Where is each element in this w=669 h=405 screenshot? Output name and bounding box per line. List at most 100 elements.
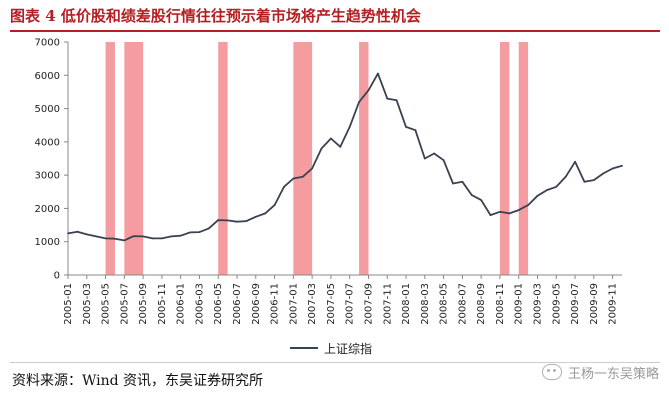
data-point-0-38 — [423, 157, 426, 160]
data-point-0-42 — [461, 180, 464, 183]
x-tick-label-18: 2008-01 — [401, 283, 412, 325]
data-point-0-29 — [339, 145, 342, 148]
data-point-0-35 — [395, 99, 398, 102]
x-tick-label-10: 2006-09 — [251, 283, 262, 325]
chart-canvas: 0 1000 2000 3000 4000 5000 6000 7000 2005-01 2005… — [35, 38, 623, 325]
data-point-0-36 — [405, 125, 407, 128]
y-tick-label-4: 4000 — [35, 137, 60, 148]
x-tick-label-22: 2008-09 — [476, 283, 487, 325]
data-point-0-1 — [76, 230, 79, 233]
source-note: 资料来源：Wind 资讯，东吴证券研究所 — [12, 373, 264, 389]
data-point-0-53 — [564, 175, 567, 178]
highlight-band-4 — [359, 42, 369, 275]
data-point-0-46 — [499, 210, 501, 213]
x-tick-label-14: 2007-05 — [326, 283, 337, 325]
x-tick-label-12: 2007-01 — [288, 283, 299, 325]
x-tick-label-25: 2009-03 — [532, 283, 543, 325]
data-point-0-4 — [104, 237, 107, 240]
data-point-0-28 — [330, 137, 332, 140]
data-point-0-54 — [574, 160, 576, 163]
data-point-0-44 — [480, 199, 483, 202]
data-point-0-59 — [621, 164, 623, 167]
data-point-0-9 — [151, 237, 154, 240]
highlight-band-6 — [518, 42, 529, 275]
y-tick-label-3: 3000 — [35, 171, 60, 182]
data-point-0-24 — [292, 177, 295, 180]
highlight-band-5 — [499, 42, 510, 275]
y-tick-label-6: 6000 — [35, 71, 60, 82]
x-tick-label-26: 2009-05 — [551, 283, 562, 325]
data-point-0-25 — [301, 175, 304, 178]
data-point-0-21 — [264, 212, 267, 215]
data-point-0-5 — [114, 237, 116, 240]
data-point-0-49 — [527, 204, 530, 207]
footer-divider — [10, 362, 660, 363]
data-point-0-16 — [217, 219, 220, 221]
data-point-0-55 — [583, 180, 586, 183]
x-tick-label-5: 2005-11 — [157, 283, 168, 325]
data-point-0-40 — [442, 159, 445, 162]
y-tick-label-5: 5000 — [35, 104, 60, 115]
x-tick-label-13: 2007-03 — [307, 283, 318, 325]
data-point-0-2 — [85, 233, 88, 236]
x-tick-label-23: 2008-11 — [495, 283, 506, 325]
x-tick-label-17: 2007-11 — [382, 283, 393, 325]
chart-title: 图表 4 低价股和绩差股行情往往预示着市场将产生趋势性机会 — [10, 7, 421, 25]
x-tick-label-4: 2005-09 — [138, 283, 149, 325]
data-point-0-41 — [452, 182, 454, 185]
data-point-0-47 — [508, 212, 511, 215]
x-tick-label-0: 2005-01 — [63, 283, 74, 325]
data-point-0-19 — [245, 220, 248, 222]
data-point-0-14 — [198, 231, 201, 233]
x-tick-label-6: 2006-01 — [176, 283, 187, 325]
legend-label: 上证综指 — [324, 341, 373, 356]
data-point-0-50 — [536, 194, 539, 197]
data-point-0-32 — [367, 89, 370, 92]
data-point-0-56 — [592, 179, 595, 182]
data-point-0-0 — [67, 232, 69, 235]
title-divider — [10, 30, 660, 32]
highlight-band-0 — [105, 42, 115, 275]
series-line-0 — [67, 72, 623, 242]
data-point-0-11 — [170, 235, 173, 238]
data-point-0-39 — [433, 152, 436, 155]
data-point-0-48 — [517, 209, 520, 211]
highlight-band-1 — [124, 42, 144, 275]
x-tick-label-1: 2005-03 — [82, 283, 93, 325]
data-point-0-52 — [555, 185, 558, 188]
data-point-0-58 — [611, 167, 614, 170]
watermark-text: 王杨一东吴策略 — [567, 366, 659, 382]
wechat-icon — [541, 364, 562, 380]
y-tick-label-7: 7000 — [35, 38, 60, 49]
x-tick-label-24: 2009-01 — [514, 283, 525, 325]
legend-line-swatch — [290, 347, 318, 349]
data-point-0-27 — [320, 147, 323, 150]
data-point-0-45 — [489, 214, 492, 216]
legend: 上证综指 — [290, 340, 372, 356]
data-point-0-26 — [311, 167, 314, 170]
y-tick-label-0: 0 — [54, 271, 60, 282]
y-tick-label-2: 2000 — [35, 204, 60, 215]
data-point-0-12 — [179, 234, 182, 237]
data-point-0-57 — [602, 172, 605, 175]
data-point-0-3 — [95, 235, 98, 238]
x-tick-label-11: 2006-11 — [270, 283, 281, 325]
data-point-0-22 — [273, 204, 276, 207]
x-tick-label-29: 2009-11 — [608, 283, 619, 325]
x-tick-label-16: 2007-09 — [363, 283, 374, 325]
x-tick-label-19: 2008-03 — [420, 283, 431, 325]
x-tick-label-8: 2006-05 — [213, 283, 224, 325]
data-point-0-7 — [132, 235, 135, 237]
x-tick-label-2: 2005-05 — [101, 283, 112, 325]
highlight-band-3 — [293, 42, 313, 275]
data-point-0-15 — [207, 227, 210, 230]
x-tick-label-3: 2005-07 — [119, 283, 130, 325]
x-tick-label-15: 2007-07 — [345, 283, 356, 325]
data-point-0-34 — [386, 97, 389, 100]
data-point-0-37 — [414, 129, 417, 132]
x-tick-label-28: 2009-09 — [589, 283, 600, 325]
data-point-0-33 — [376, 72, 379, 75]
data-point-0-6 — [123, 239, 126, 242]
x-tick-label-7: 2006-03 — [194, 283, 205, 325]
